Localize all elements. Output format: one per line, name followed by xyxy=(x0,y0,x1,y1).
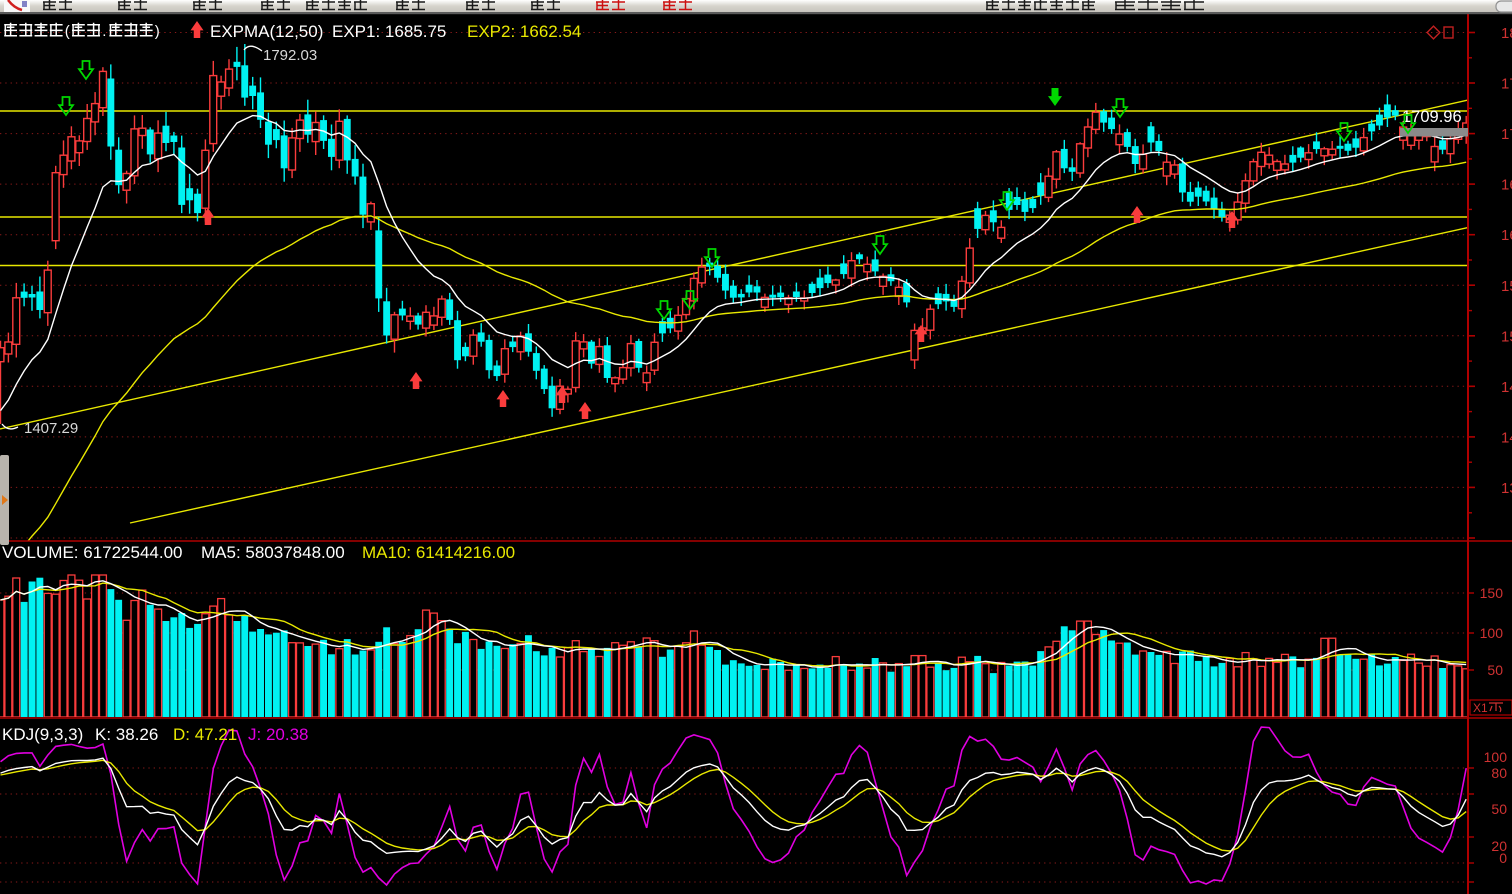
svg-text:1709.96: 1709.96 xyxy=(1402,108,1462,126)
svg-text:100: 100 xyxy=(1480,625,1504,641)
svg-text:EXPMA(12,50): EXPMA(12,50) xyxy=(210,22,323,41)
svg-text:80: 80 xyxy=(1491,765,1507,781)
svg-text:20: 20 xyxy=(1491,838,1507,854)
svg-text:1750: 1750 xyxy=(1501,76,1512,93)
svg-text:(: ( xyxy=(65,23,70,40)
svg-text:100: 100 xyxy=(1484,749,1508,765)
svg-text:MA10: 61414216.00: MA10: 61414216.00 xyxy=(362,543,515,562)
svg-text:MA5: 58037848.00: MA5: 58037848.00 xyxy=(201,543,345,562)
svg-text:J: 20.38: J: 20.38 xyxy=(248,725,309,744)
svg-text:EXP1: 1685.75: EXP1: 1685.75 xyxy=(332,22,446,41)
svg-text:): ) xyxy=(155,23,160,40)
svg-text:150: 150 xyxy=(1480,585,1504,601)
svg-text:1650: 1650 xyxy=(1501,177,1512,194)
svg-text:D: 47.21: D: 47.21 xyxy=(173,725,237,744)
svg-text:X1: X1 xyxy=(1473,701,1488,715)
svg-text:1350: 1350 xyxy=(1501,480,1512,497)
svg-text:K: 38.26: K: 38.26 xyxy=(95,725,158,744)
svg-text:.: . xyxy=(102,23,106,40)
svg-text:1600: 1600 xyxy=(1501,227,1512,244)
svg-text:1792.03: 1792.03 xyxy=(263,47,317,64)
svg-text:1700: 1700 xyxy=(1501,126,1512,143)
svg-text:50: 50 xyxy=(1491,801,1507,817)
svg-text:1450: 1450 xyxy=(1501,379,1512,396)
svg-text:0: 0 xyxy=(1499,850,1507,866)
svg-text:1500: 1500 xyxy=(1501,328,1512,345)
svg-text:1550: 1550 xyxy=(1501,278,1512,295)
svg-text:1800: 1800 xyxy=(1501,25,1512,42)
svg-text:50: 50 xyxy=(1487,662,1503,678)
svg-text:1400: 1400 xyxy=(1501,429,1512,446)
svg-text:1407.29: 1407.29 xyxy=(24,420,78,437)
svg-text:VOLUME: 61722544.00: VOLUME: 61722544.00 xyxy=(2,543,183,562)
svg-text:KDJ(9,3,3): KDJ(9,3,3) xyxy=(2,725,83,744)
svg-text:EXP2: 1662.54: EXP2: 1662.54 xyxy=(467,22,581,41)
